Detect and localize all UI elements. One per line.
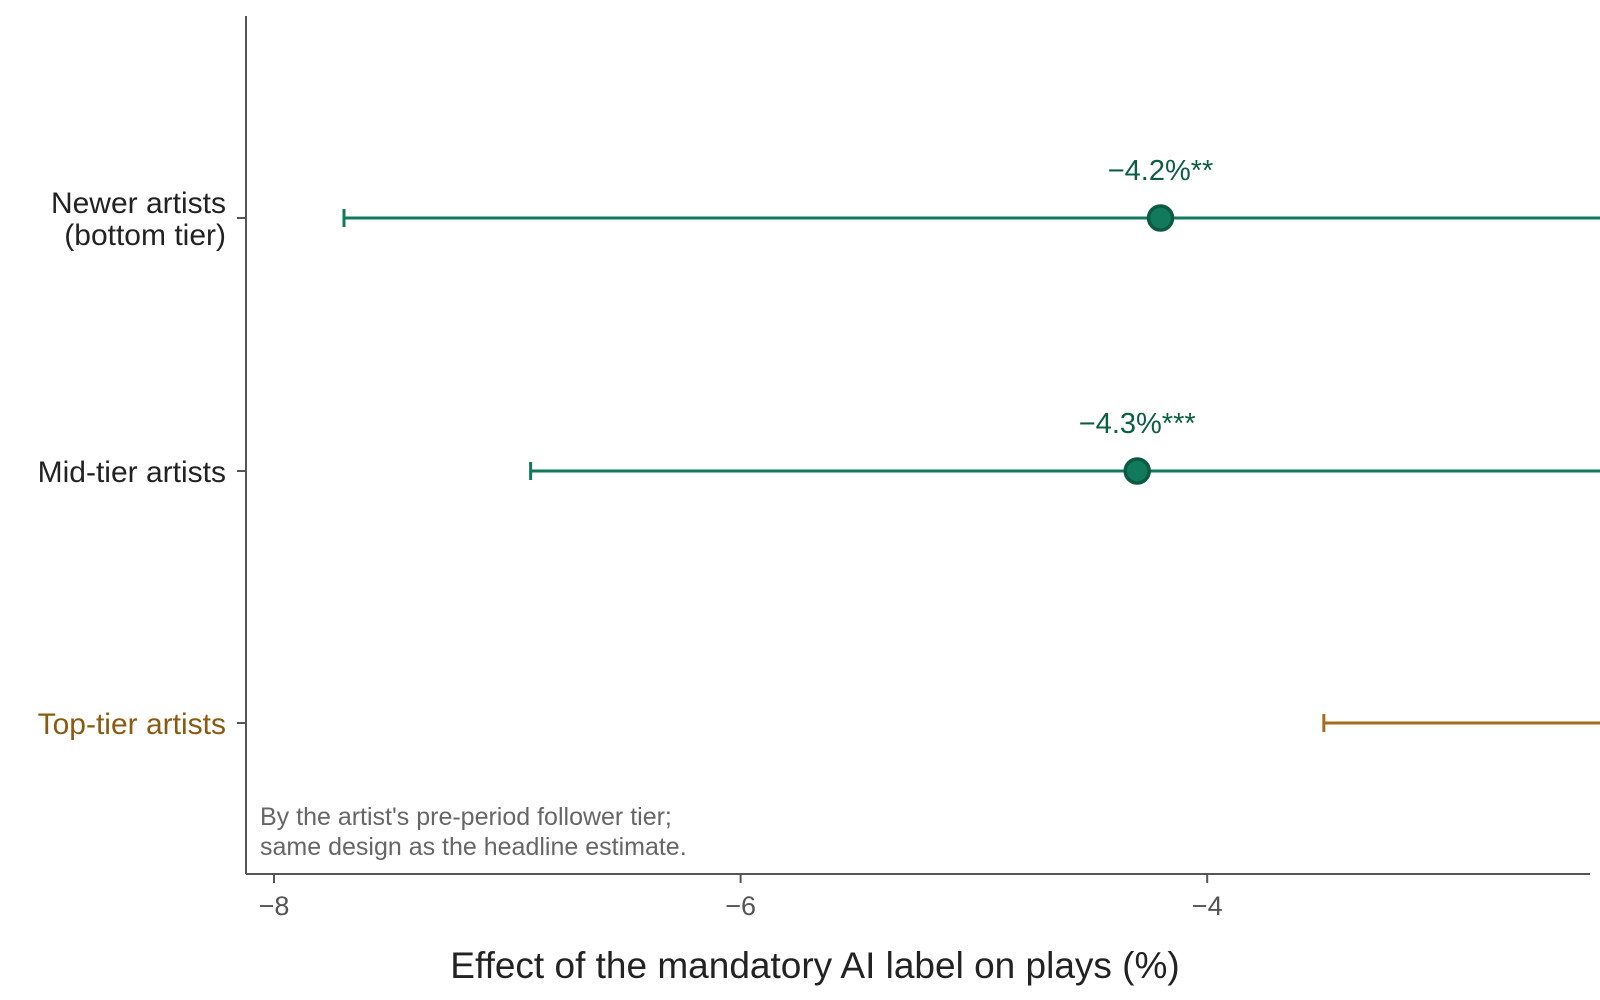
category-label: Top-tier artists	[38, 708, 226, 741]
note-line: By the artist's pre-period follower tier…	[260, 803, 672, 831]
estimate-label: −4.3%***	[1079, 408, 1196, 440]
estimate-row: Mid-tier artists −4.3%***	[38, 408, 1600, 489]
x-tick-label: −6	[725, 891, 756, 921]
x-axis-label: Effect of the mandatory AI label on play…	[450, 945, 1179, 986]
note-line: same design as the headline estimate.	[260, 833, 687, 861]
x-tick-label: −4	[1192, 891, 1223, 921]
category-label: Mid-tier artists	[38, 456, 226, 489]
axes: −8−6−4−202	[245, 16, 1590, 921]
estimate-row: Newer artists(bottom tier) −4.2%**	[51, 155, 1600, 252]
category-label: (bottom tier)	[64, 219, 226, 252]
point-estimate	[1146, 204, 1175, 232]
chart-note: By the artist's pre-period follower tier…	[260, 803, 687, 861]
estimate-row: Top-tier artists−0.4%	[38, 708, 1600, 741]
category-label: Newer artists	[51, 187, 226, 220]
estimate-label: −4.2%**	[1108, 155, 1214, 187]
estimate-rows: Newer artists(bottom tier) −4.2%** Mid-tie…	[38, 155, 1600, 741]
x-tick-label: −8	[259, 891, 290, 921]
point-estimate	[1123, 457, 1151, 485]
